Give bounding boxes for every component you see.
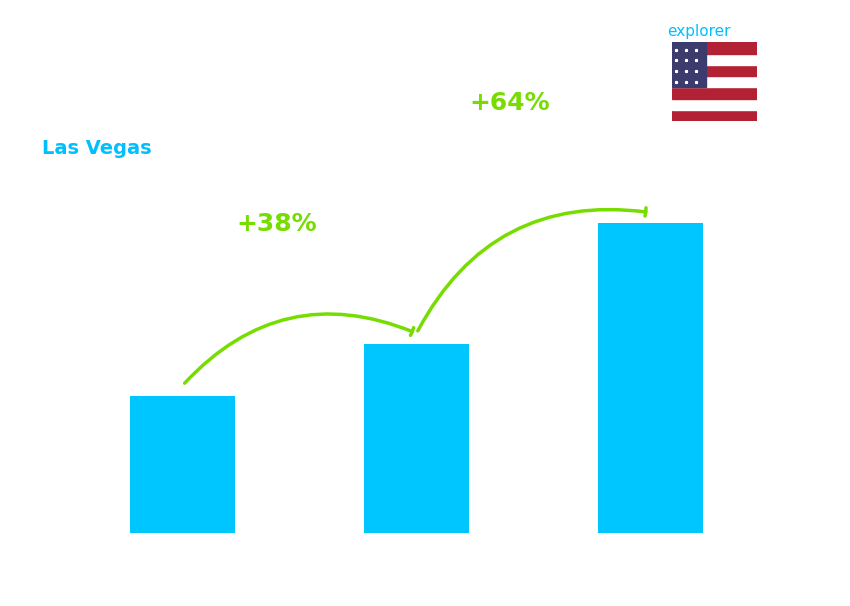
Bar [672,110,756,121]
Bar [672,99,756,110]
Bar [598,223,703,533]
Text: 146,000 USD: 146,000 USD [352,324,452,339]
Text: explorer: explorer [667,24,731,39]
Bar [672,42,705,87]
Text: 239,000 USD: 239,000 USD [586,203,687,218]
Bar [672,54,756,65]
Bar [364,344,469,533]
Bar [598,223,703,533]
Text: .com: .com [731,24,768,39]
Text: +38%: +38% [236,211,316,236]
Text: Las Vegas: Las Vegas [42,139,152,158]
Text: Average Yearly Salary: Average Yearly Salary [814,242,824,364]
Bar [130,396,235,533]
Bar [130,396,235,533]
Bar [672,87,756,99]
Text: +64%: +64% [470,91,550,115]
Bar [364,344,469,533]
Text: Salary Comparison By Education: Salary Comparison By Education [42,42,551,70]
Bar [672,42,756,54]
Text: salary: salary [595,24,642,39]
Text: 106,000 USD: 106,000 USD [118,376,218,390]
Text: Forensic Scientist: Forensic Scientist [42,97,213,116]
Bar [672,65,756,76]
Bar [672,76,756,87]
